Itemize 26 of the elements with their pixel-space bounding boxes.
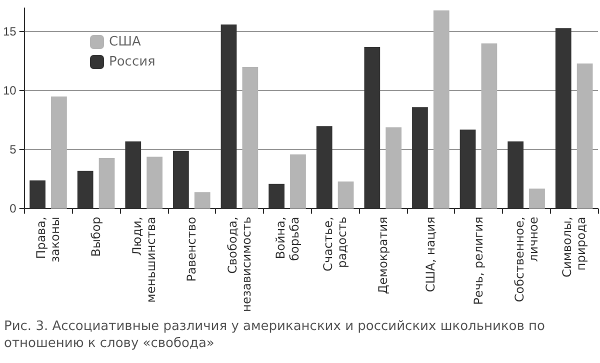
- text: Рис. 3. Ассоциативные различия у американских и российских школьников по отношению к слову «свобода»: [4, 318, 546, 352]
- bar: [51, 96, 67, 209]
- bar: [98, 158, 115, 209]
- x-tick-label: Речь, религия: [471, 216, 486, 305]
- x-tick-label: Равенство: [184, 216, 199, 282]
- y-tick-label: 0: [10, 202, 17, 216]
- bar: [386, 127, 402, 209]
- bar: [146, 156, 162, 209]
- x-tick-label: Права, законы: [34, 216, 62, 262]
- legend-label: Россия: [109, 54, 156, 70]
- y-tick-label: 15: [2, 24, 17, 39]
- bar: [481, 43, 498, 209]
- x-tick-label: Собственное, личное: [512, 216, 540, 302]
- y-tick-label: 10: [2, 84, 17, 98]
- bar: [338, 182, 354, 209]
- bar: [290, 154, 306, 209]
- x-tick-label: Демократия: [376, 216, 390, 294]
- bar: [433, 10, 450, 209]
- x-tick-label: США, нация: [424, 216, 438, 292]
- x-tick-label: Выбор: [89, 216, 104, 257]
- bar: [576, 63, 593, 209]
- bar: [529, 188, 545, 209]
- y-tick-label: 5: [10, 142, 17, 157]
- bar: [194, 192, 210, 209]
- legend-label: США: [109, 34, 141, 50]
- bar: [242, 67, 258, 209]
